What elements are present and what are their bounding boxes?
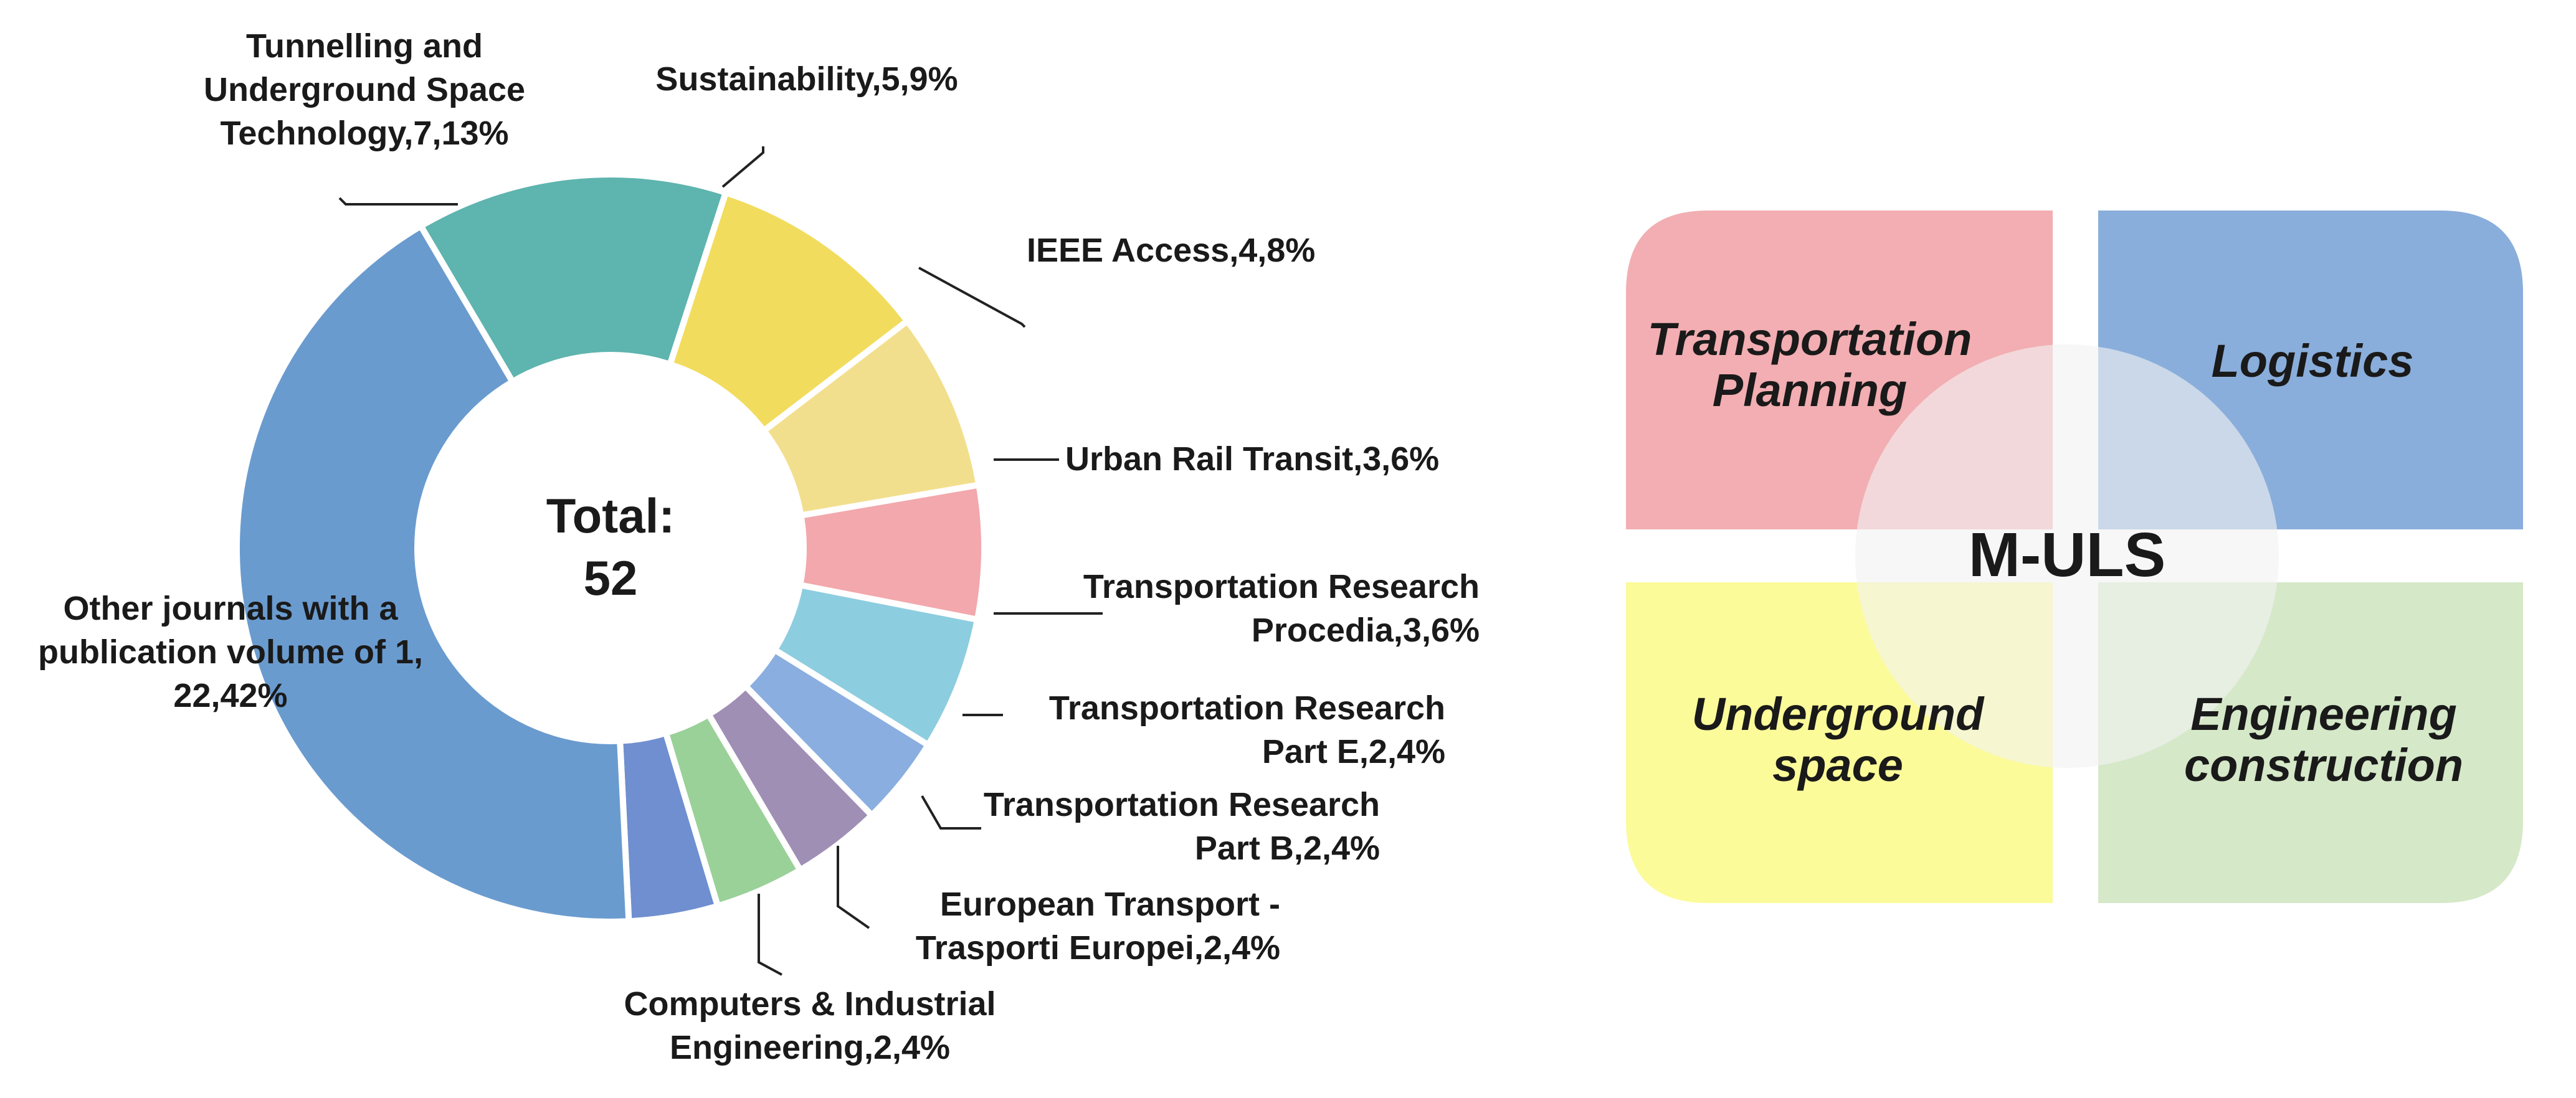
donut-hole xyxy=(414,352,807,744)
hub-circle xyxy=(1855,344,2279,768)
slice-label-line: Urban Rail Transit,3,6% xyxy=(1065,440,1439,478)
slice-label-line: Transportation Research xyxy=(984,786,1380,823)
quadrant-label-line: Transportation xyxy=(1648,313,1972,365)
m-uls-diagram: Transportation Planning Logistics Underg… xyxy=(1626,211,2523,903)
slice-label-line: Trasporti Europei,2,4% xyxy=(916,929,1280,967)
quadrant-label-line: Logistics xyxy=(2212,335,2414,387)
leader-line xyxy=(721,146,764,188)
quadrant-label-line: space xyxy=(1772,739,1903,791)
hub-label: M-ULS xyxy=(1969,520,2166,590)
quadrant-label-line: Planning xyxy=(1713,364,1907,416)
quadrant-label-line: construction xyxy=(2184,739,2463,791)
slice-label-line: Sustainability,5,9% xyxy=(655,60,958,98)
slice-label-line: Underground Space xyxy=(204,71,525,108)
leader-line xyxy=(918,267,1026,328)
slice-label-line: Part B,2,4% xyxy=(1195,830,1380,867)
slice-label-line: IEEE Access,4,8% xyxy=(1027,232,1315,269)
donut-chart: Tunnelling and Underground Space Technolog… xyxy=(38,27,1480,1066)
slice-label-line: Tunnelling and xyxy=(246,27,483,65)
slice-label-line: Other journals with a xyxy=(63,590,398,627)
leader-line xyxy=(837,846,870,929)
slice-label-line: 22,42% xyxy=(173,677,287,714)
quadrant-label-line: Engineering xyxy=(2190,688,2457,740)
total-label: Total: xyxy=(546,488,675,543)
leader-line xyxy=(758,894,782,976)
slice-label-line: Transportation Research xyxy=(1083,568,1480,605)
slice-label-line: publication volume of 1, xyxy=(38,633,423,671)
total-value: 52 xyxy=(584,551,638,605)
slice-label-line: Procedia,3,6% xyxy=(1252,612,1480,649)
slice-label-line: Technology,7,13% xyxy=(220,115,508,152)
slice-labels: Tunnelling and Underground Space Technolog… xyxy=(38,27,1480,1066)
slice-label-line: Part E,2,4% xyxy=(1262,733,1445,770)
slice-label-line: Transportation Research xyxy=(1049,689,1445,727)
leader-line xyxy=(921,795,981,830)
slice-label-line: Computers & Industrial xyxy=(624,985,996,1023)
leader-line xyxy=(338,197,458,206)
slice-label-line: Engineering,2,4% xyxy=(670,1029,950,1066)
slice-label-line: European Transport - xyxy=(940,886,1280,923)
leader-lines xyxy=(338,146,1103,976)
quadrant-label-line: Underground xyxy=(1692,688,1985,740)
